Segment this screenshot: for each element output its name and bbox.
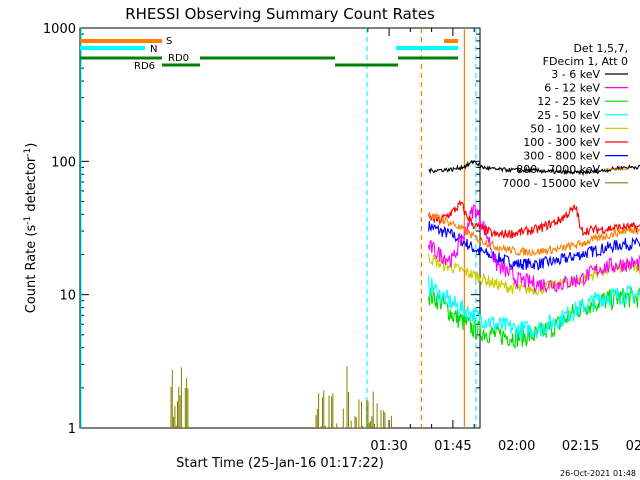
legend-entry-label: 6 - 12 keV: [544, 82, 600, 95]
legend-entry-label: 25 - 50 keV: [537, 109, 600, 122]
flag-label-n: N: [150, 44, 157, 55]
y-axis-label-main: Count Rate (s: [24, 225, 39, 314]
x-tick-label: 01:45: [434, 439, 471, 454]
y-tick-label: 100: [51, 155, 76, 170]
x-tick-label: 01:30: [370, 439, 407, 454]
flag-bars: SN RD6 RD0: [80, 36, 458, 72]
y-tick-label: 10: [59, 289, 76, 304]
date-stamp: 26-Oct-2021 01:48: [560, 469, 636, 478]
y-axis: 1 10 100 1000: [43, 22, 480, 437]
flag-label-rd0: RD0: [168, 53, 189, 64]
flag-label-s: S: [166, 36, 172, 47]
legend-header: Det 1,5,7,: [573, 42, 628, 55]
y-tick-label: 1000: [43, 22, 76, 37]
plot-frame: [79, 27, 481, 429]
legend-entry-label: 300 - 800 keV: [523, 150, 600, 163]
x-tick-label: 02:00: [498, 439, 535, 454]
legend-entry-label: 7000 - 15000 keV: [502, 177, 600, 190]
legend-entry-label: 12 - 25 keV: [537, 95, 600, 108]
legend-entry-label: 100 - 300 keV: [523, 136, 600, 149]
x-tick-label: 02:30: [626, 439, 640, 454]
y-tick-label: 1: [68, 422, 76, 437]
y-axis-label-mid: detector: [24, 156, 39, 216]
chart-title: RHESSI Observing Summary Count Rates: [125, 5, 435, 23]
y-axis-label-sup2: -1: [23, 148, 33, 157]
y-axis-label-sup1: -1: [23, 216, 33, 225]
y-axis-label-end: ): [24, 143, 39, 148]
legend-entry-label: 50 - 100 keV: [530, 122, 600, 135]
legend-entry-label: 3 - 6 keV: [551, 68, 600, 81]
legend-entry-label: 800 - 7000 keV: [516, 163, 600, 176]
series-lines: [170, 159, 640, 428]
x-tick-label: 02:15: [562, 439, 599, 454]
y-axis-label: Count Rate (s-1 detector-1): [23, 143, 39, 314]
legend-header: FDecim 1, Att 0: [543, 55, 628, 68]
x-axis-label: Start Time (25-Jan-16 01:17:22): [176, 456, 384, 471]
flag-label-rd6: RD6: [134, 61, 155, 72]
